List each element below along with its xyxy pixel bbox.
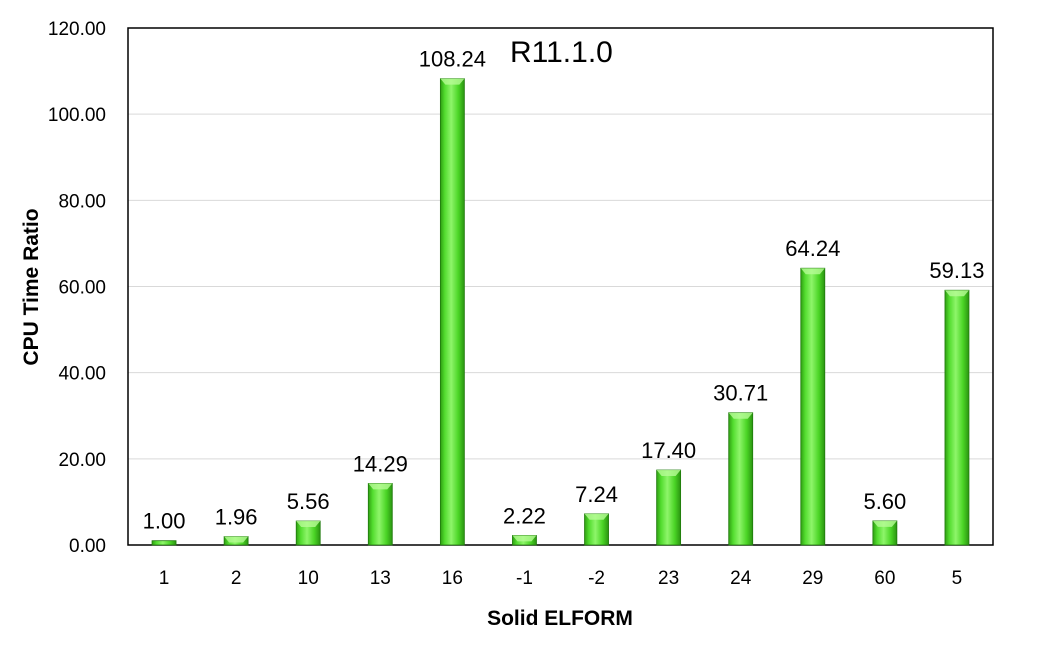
bar-bevel <box>296 521 321 528</box>
gridlines <box>128 113 993 460</box>
data-label: 14.29 <box>353 451 408 476</box>
bar-body <box>800 267 826 546</box>
bar-bevel <box>656 470 681 477</box>
x-tick-label: 29 <box>802 568 823 589</box>
bar-bevel <box>728 412 753 419</box>
bar-bevel <box>800 268 825 275</box>
bar-bevel <box>512 535 537 542</box>
data-label: 64.24 <box>785 236 840 261</box>
bar-bevel <box>440 78 465 85</box>
bar-bevel <box>872 520 897 527</box>
bar-body <box>656 469 682 546</box>
bar-bevel <box>224 536 249 543</box>
bar <box>656 469 682 546</box>
chart-title: R11.1.0 <box>510 36 613 69</box>
bar-body <box>367 483 393 546</box>
x-tick-label: 5 <box>952 568 963 589</box>
x-axis-title: Solid ELFORM <box>487 607 633 630</box>
bars <box>151 78 970 546</box>
bar <box>223 536 249 546</box>
x-tick-label: 23 <box>658 568 679 589</box>
y-tick-label: 40.00 <box>58 364 106 385</box>
bar-body <box>944 289 970 546</box>
x-tick-label: 13 <box>370 568 391 589</box>
y-tick-label: 20.00 <box>58 450 106 471</box>
data-label: 30.71 <box>713 381 768 406</box>
bar-body <box>439 78 465 546</box>
y-tick-label: 0.00 <box>69 536 106 557</box>
y-axis-ticks: 0.00 20.00 40.00 60.00 80.00 100.00 120.00 <box>48 19 106 557</box>
plot-area-border <box>127 27 994 546</box>
x-tick-label: 10 <box>298 568 319 589</box>
bar <box>944 289 970 546</box>
data-label: 59.13 <box>929 258 984 283</box>
bar-body <box>728 412 754 546</box>
x-tick-label: 24 <box>730 568 752 589</box>
data-label: 7.24 <box>575 482 618 507</box>
bar <box>512 535 537 546</box>
y-tick-label: 100.00 <box>48 105 106 126</box>
bar-body <box>151 540 177 546</box>
bar <box>800 267 826 546</box>
data-label: 5.56 <box>287 489 330 514</box>
bar-bevel <box>944 290 969 297</box>
y-tick-label: 120.00 <box>48 19 106 40</box>
bar <box>728 412 754 546</box>
x-tick-label: 16 <box>442 568 463 589</box>
bar <box>295 520 321 546</box>
x-tick-label: 1 <box>159 568 170 589</box>
x-tick-label: 2 <box>231 568 242 589</box>
x-tick-label: 60 <box>874 568 895 589</box>
bar-bevel <box>584 513 609 520</box>
bar <box>151 540 177 546</box>
y-tick-label: 80.00 <box>58 191 106 212</box>
data-label: 1.00 <box>143 509 186 534</box>
bar <box>584 513 609 546</box>
data-label: 17.40 <box>641 438 696 463</box>
x-axis-ticks: 1 2 10 13 16 -1 -2 23 24 29 60 5 <box>159 568 962 589</box>
x-tick-label: -2 <box>588 568 605 589</box>
bar-bevel <box>368 483 393 490</box>
bar <box>439 78 465 546</box>
x-tick-label: -1 <box>516 568 533 589</box>
data-labels: 1.00 1.96 5.56 14.29 108.24 2.22 7.24 17.40 30.7… <box>143 47 985 534</box>
data-label: 1.96 <box>215 505 258 530</box>
data-label: 108.24 <box>419 47 486 72</box>
data-label: 2.22 <box>503 503 546 528</box>
y-tick-label: 60.00 <box>58 278 106 299</box>
y-axis-title: CPU Time Ratio <box>20 208 43 365</box>
bar <box>367 483 393 546</box>
data-label: 5.60 <box>863 489 906 514</box>
bar <box>872 520 898 546</box>
